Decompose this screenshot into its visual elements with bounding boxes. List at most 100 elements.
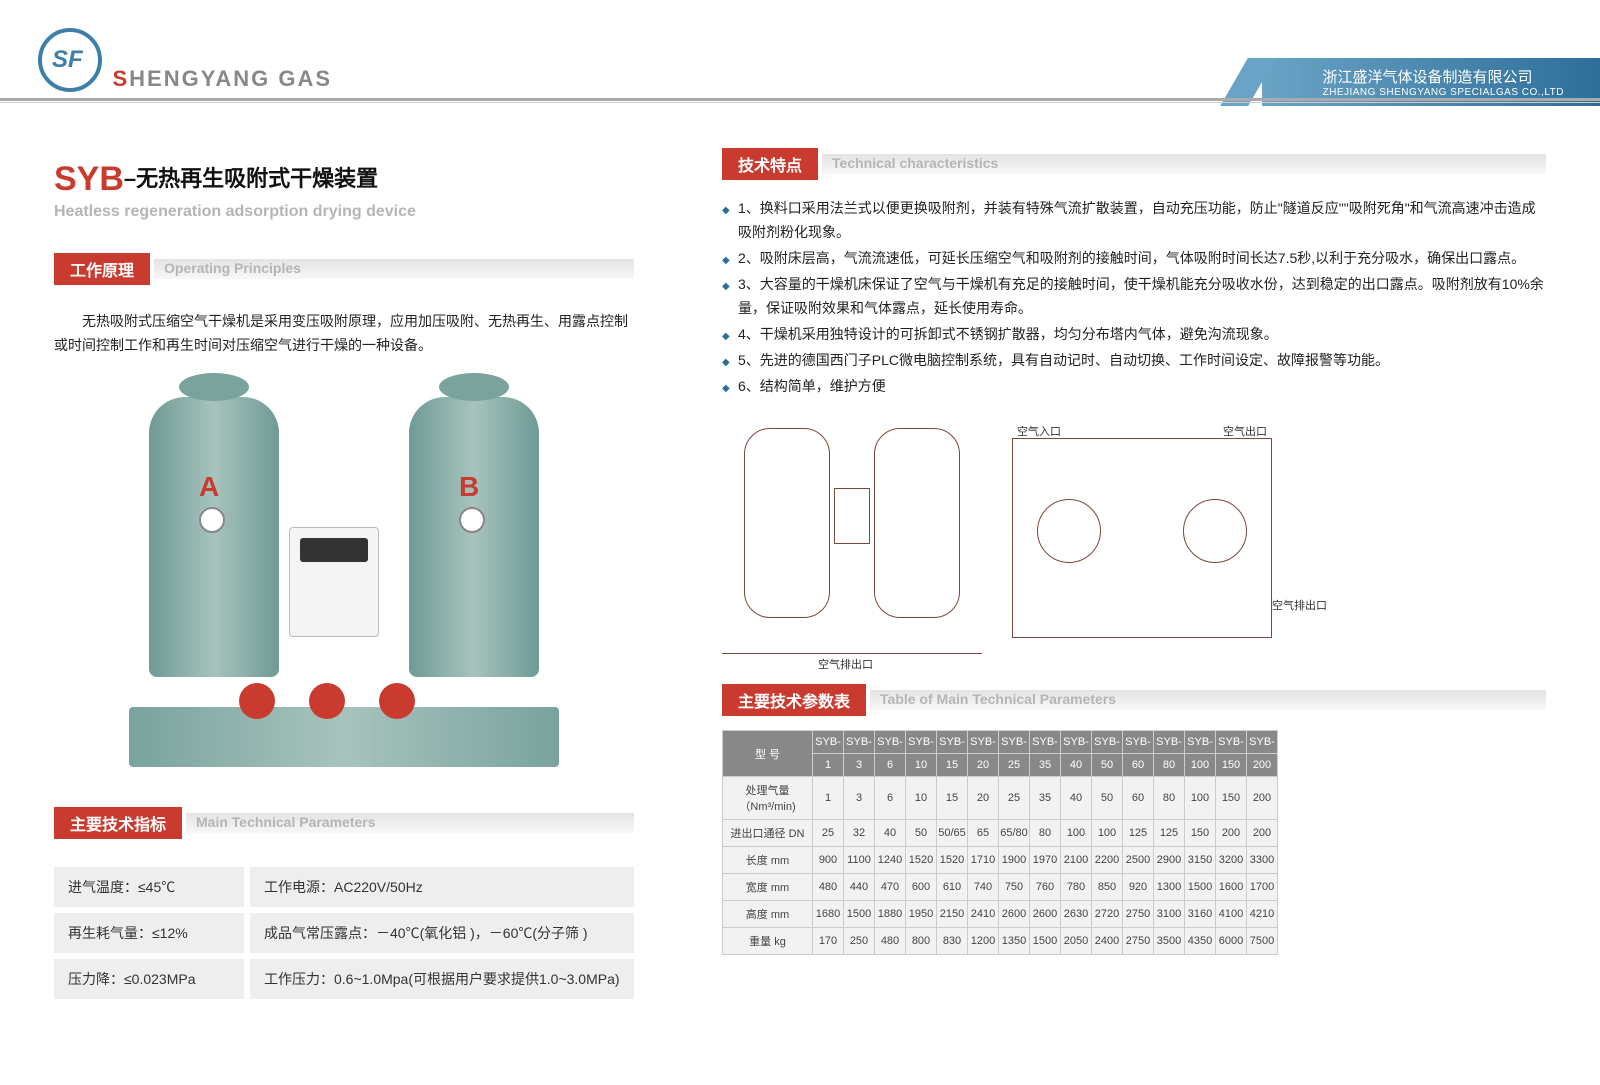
feature-item: 2、吸附床层高，气流流速低，可延长压缩空气和吸附剂的接触时间，气体吸附时间长达7…	[722, 246, 1546, 270]
table-cell: 6000	[1216, 928, 1247, 955]
table-cell: 50/65	[937, 820, 968, 847]
diagram-tank	[744, 428, 830, 618]
table-header: 80	[1154, 754, 1185, 777]
table-row: 宽度 mm48044047060061074075076078085092013…	[723, 874, 1278, 901]
table-cell: 2900	[1154, 847, 1185, 874]
header-rule-2	[0, 102, 1600, 103]
top-diagram: 空气入口 空气出口 空气排出口	[1012, 438, 1272, 638]
spec-row: 压力降：≤0.023MPa工作压力：0.6~1.0Mpa(可根据用户要求提供1.…	[54, 959, 634, 999]
table-row-header: 长度 mm	[723, 847, 813, 874]
section-table: 主要技术参数表 Table of Main Technical Paramete…	[722, 686, 1546, 714]
table-cell: 32	[844, 820, 875, 847]
table-header: SYB-	[968, 731, 999, 754]
left-column: SYB–无热再生吸附式干燥装置 Heatless regeneration ad…	[54, 150, 634, 1005]
table-cell: 2750	[1123, 928, 1154, 955]
table-cell: 2410	[968, 901, 999, 928]
table-row-header: 处理气量（Nm³/min)	[723, 777, 813, 820]
table-cell: 3100	[1154, 901, 1185, 928]
front-diagram: 空气排出口	[722, 408, 982, 668]
diagram-label: 空气排出口	[818, 656, 873, 672]
valve-icon	[309, 683, 345, 719]
base-frame	[129, 707, 559, 767]
table-cell: 600	[906, 874, 937, 901]
table-cell: 3300	[1247, 847, 1278, 874]
table-row: 高度 mm16801500188019502150241026002600263…	[723, 901, 1278, 928]
table-header: 40	[1061, 754, 1092, 777]
table-cell: 60	[1123, 777, 1154, 820]
table-cell: 100	[1092, 820, 1123, 847]
logo-icon	[38, 28, 102, 92]
section-spec: 主要技术指标 Main Technical Parameters	[54, 809, 634, 837]
table-cell: 1520	[906, 847, 937, 874]
table-cell: 3150	[1185, 847, 1216, 874]
table-header: 25	[999, 754, 1030, 777]
table-cell: 100	[1185, 777, 1216, 820]
table-header: 3	[844, 754, 875, 777]
section-feat-en: Technical characteristics	[832, 155, 998, 171]
table-row-header: 宽度 mm	[723, 874, 813, 901]
table-cell: 900	[813, 847, 844, 874]
feature-item: 6、结构简单，维护方便	[722, 374, 1546, 398]
product-cn: –无热再生吸附式干燥装置	[124, 166, 378, 191]
table-cell: 200	[1247, 820, 1278, 847]
table-header: 6	[875, 754, 906, 777]
spec-table: 进气温度：≤45℃工作电源：AC220V/50Hz 再生耗气量：≤12%成品气常…	[54, 867, 634, 999]
table-cell: 830	[937, 928, 968, 955]
table-cell: 1200	[968, 928, 999, 955]
diagram-panel	[834, 488, 870, 544]
diagram-label: 空气排出口	[1272, 597, 1327, 613]
product-en: Heatless regeneration adsorption drying …	[54, 203, 634, 221]
table-cell: 150	[1185, 820, 1216, 847]
page-header: SHENGYANG GAS 浙江盛洋气体设备制造有限公司 ZHEJIANG SH…	[0, 0, 1600, 120]
valve-icon	[239, 683, 275, 719]
company-cn: 浙江盛洋气体设备制造有限公司	[1322, 69, 1532, 86]
table-cell: 2720	[1092, 901, 1123, 928]
table-cell: 125	[1123, 820, 1154, 847]
table-header: SYB-	[844, 731, 875, 754]
table-cell: 470	[875, 874, 906, 901]
section-table-cn: 主要技术参数表	[722, 684, 866, 716]
section-principle-en: Operating Principles	[164, 260, 301, 276]
product-photo: A B	[129, 397, 559, 767]
table-cell: 35	[1030, 777, 1061, 820]
table-header: 20	[968, 754, 999, 777]
table-cell: 780	[1061, 874, 1092, 901]
table-row-header: 重量 kg	[723, 928, 813, 955]
table-cell: 65	[968, 820, 999, 847]
table-header: 型 号	[723, 731, 813, 777]
table-cell: 2750	[1123, 901, 1154, 928]
feature-item: 1、换料口采用法兰式以便更换吸附剂，并装有特殊气流扩散装置，自动充压功能，防止"…	[722, 196, 1546, 244]
table-row: 重量 kg17025048080083012001350150020502400…	[723, 928, 1278, 955]
table-header: 35	[1030, 754, 1061, 777]
control-panel	[289, 527, 379, 637]
table-cell: 2050	[1061, 928, 1092, 955]
table-header: 100	[1185, 754, 1216, 777]
table-header: 200	[1247, 754, 1278, 777]
table-cell: 2200	[1092, 847, 1123, 874]
section-principle: 工作原理 Operating Principles	[54, 255, 634, 283]
table-header: SYB-	[1185, 731, 1216, 754]
table-cell: 800	[906, 928, 937, 955]
table-cell: 15	[937, 777, 968, 820]
table-cell: 40	[1061, 777, 1092, 820]
feature-list: 1、换料口采用法兰式以便更换吸附剂，并装有特殊气流扩散装置，自动充压功能，防止"…	[722, 196, 1546, 398]
valve-icon	[379, 683, 415, 719]
section-feat: 技术特点 Technical characteristics	[722, 150, 1546, 178]
table-cell: 4210	[1247, 901, 1278, 928]
table-cell: 25	[999, 777, 1030, 820]
table-header: 50	[1092, 754, 1123, 777]
table-cell: 1680	[813, 901, 844, 928]
table-cell: 3500	[1154, 928, 1185, 955]
table-cell: 480	[875, 928, 906, 955]
table-header: SYB-	[1154, 731, 1185, 754]
table-cell: 65/80	[999, 820, 1030, 847]
table-header: 1	[813, 754, 844, 777]
spec-row: 进气温度：≤45℃工作电源：AC220V/50Hz	[54, 867, 634, 907]
table-cell: 3	[844, 777, 875, 820]
table-cell: 150	[1216, 777, 1247, 820]
table-header: SYB-	[1247, 731, 1278, 754]
table-cell: 1710	[968, 847, 999, 874]
table-cell: 6	[875, 777, 906, 820]
tank-b: B	[409, 397, 539, 677]
gauge-icon	[459, 507, 485, 533]
